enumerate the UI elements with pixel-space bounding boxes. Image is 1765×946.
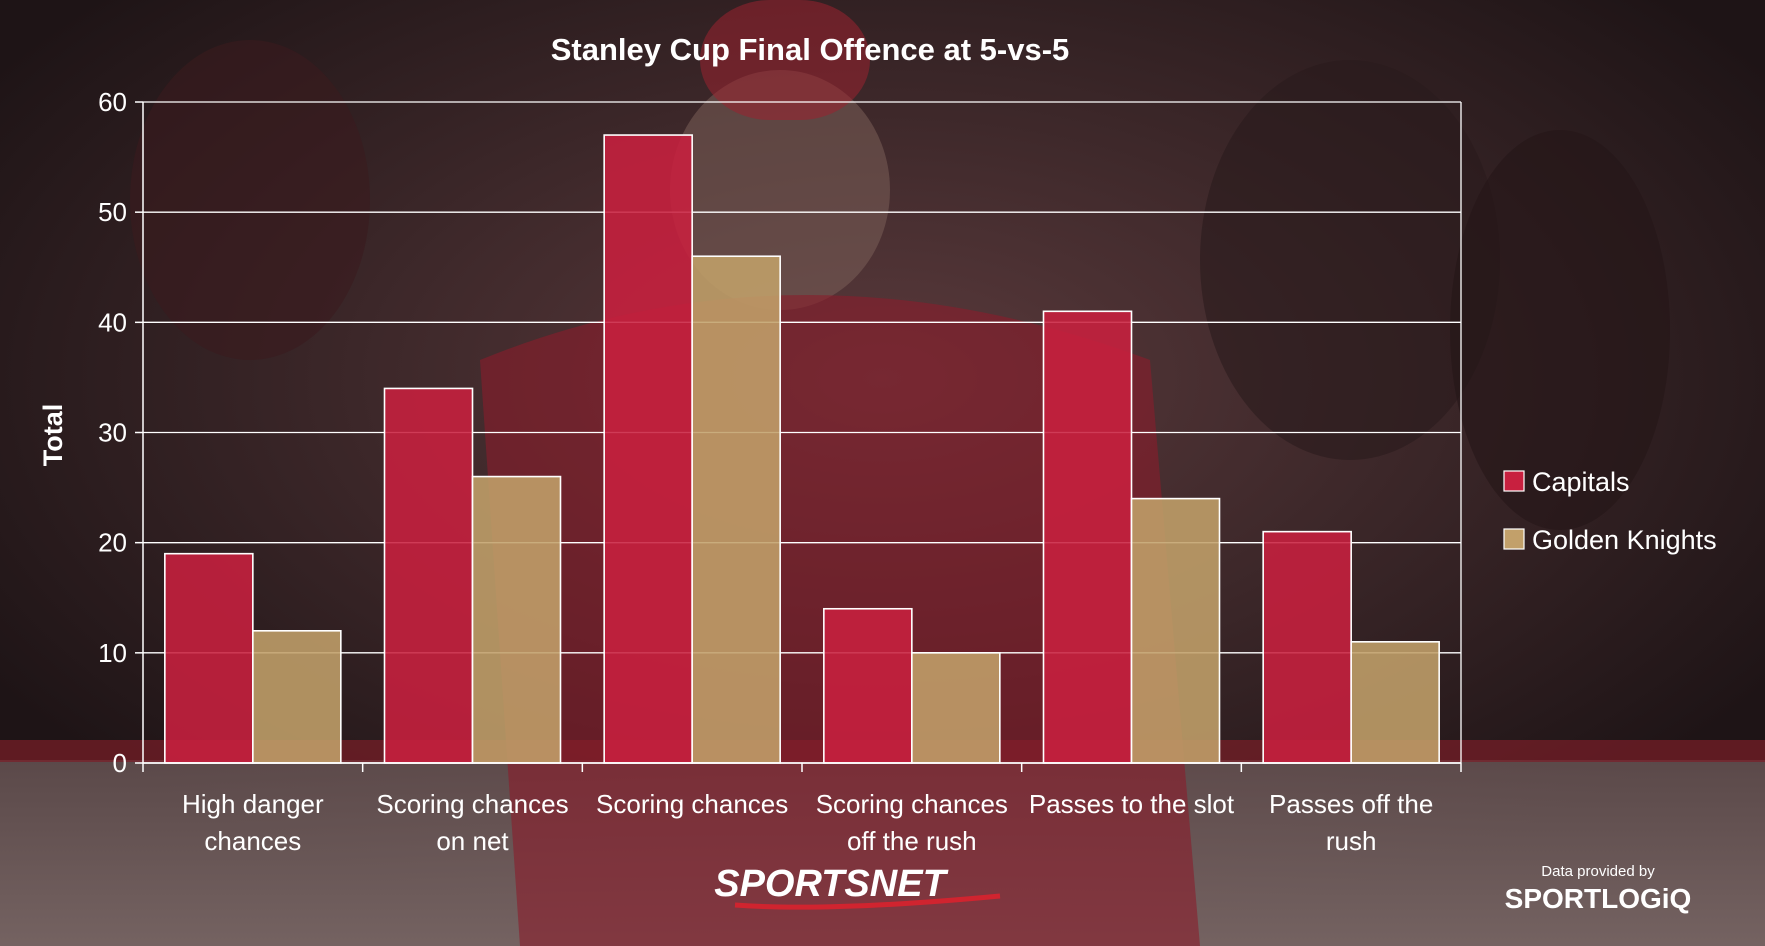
bar-capitals bbox=[823, 607, 913, 764]
y-tick-label: 0 bbox=[113, 748, 127, 778]
x-tick-label: Passes off the rush bbox=[1269, 789, 1433, 856]
bar-capitals bbox=[603, 134, 693, 764]
x-tick-label: Scoring chances on net bbox=[376, 789, 568, 856]
chart-title: Stanley Cup Final Offence at 5-vs-5 bbox=[551, 32, 1070, 67]
bar-capitals bbox=[383, 387, 474, 764]
y-tick-label: 20 bbox=[98, 528, 127, 558]
bar-golden-knights bbox=[911, 652, 1001, 764]
sportsnet-swoosh-icon bbox=[734, 893, 1001, 910]
sportsnet-logo-text: SPORTSNET bbox=[714, 863, 948, 905]
x-tick-label: Scoring chances bbox=[596, 789, 788, 819]
y-tick-label: 40 bbox=[98, 307, 127, 337]
bars bbox=[164, 134, 1440, 764]
sportsnet-logo: SPORTSNET bbox=[714, 863, 1001, 910]
bar-capitals bbox=[1262, 530, 1352, 764]
bar-golden-knights bbox=[252, 629, 342, 764]
y-tick-label: 50 bbox=[98, 197, 127, 227]
x-tick-label: Passes to the slot bbox=[1029, 789, 1235, 819]
y-tick-label: 30 bbox=[98, 418, 127, 448]
bar-golden-knights bbox=[1350, 641, 1440, 764]
bar-capitals bbox=[164, 552, 254, 764]
legend-swatch bbox=[1503, 528, 1525, 550]
sportlogiq-logo-text: SPORTLOGiQ bbox=[1505, 883, 1692, 914]
sportlogiq-credit: Data provided by SPORTLOGiQ bbox=[1505, 863, 1692, 914]
legend: Capitals Golden Knights bbox=[1503, 467, 1717, 555]
legend-swatch bbox=[1503, 470, 1525, 492]
bar-golden-knights bbox=[1130, 497, 1221, 764]
x-tick-label: High danger chances bbox=[182, 789, 324, 856]
x-axis: High danger chances Scoring chances on net S… bbox=[142, 762, 1462, 856]
bar-capitals bbox=[1042, 310, 1133, 764]
y-axis-ticks: 0 10 20 30 40 50 60 bbox=[98, 87, 143, 778]
legend-label: Capitals bbox=[1532, 467, 1630, 497]
credit-line: Data provided by bbox=[1541, 863, 1655, 880]
x-tick-label: Scoring chances off the rush bbox=[816, 789, 1008, 856]
y-tick-label: 10 bbox=[98, 638, 127, 668]
legend-label: Golden Knights bbox=[1532, 525, 1717, 555]
y-axis-label: Total bbox=[38, 404, 68, 467]
y-tick-label: 60 bbox=[98, 87, 127, 117]
bar-golden-knights bbox=[691, 255, 781, 764]
bar-golden-knights bbox=[471, 475, 562, 764]
